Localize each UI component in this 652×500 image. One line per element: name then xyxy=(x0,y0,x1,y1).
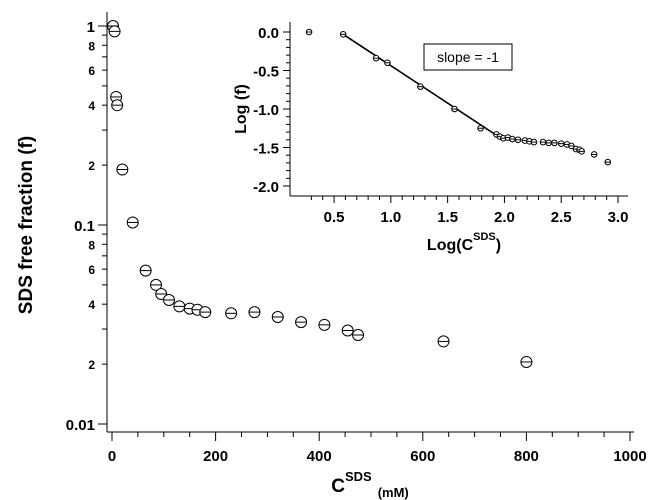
inset-data-point xyxy=(340,32,346,38)
x-tick-label: 0 xyxy=(108,448,116,465)
y-tick-label: 0.01 xyxy=(66,417,95,434)
x-axis-title-main: C xyxy=(331,476,345,497)
data-point xyxy=(342,325,353,336)
y-axis-title: SDS free fraction (f) xyxy=(16,136,37,314)
inset-data-point xyxy=(605,159,611,165)
y-minor-label: 2 xyxy=(88,358,95,372)
inset-y-tick-label: -1.0 xyxy=(253,102,279,119)
data-point xyxy=(140,265,151,276)
inset-x-tick-label: 2.5 xyxy=(551,209,572,226)
inset-x-tick-label: 1.5 xyxy=(437,209,458,226)
y-tick-label: 0.1 xyxy=(74,218,95,235)
inset-x-tick-label: 2.0 xyxy=(494,209,515,226)
inset-x-tick-label: 1.0 xyxy=(380,209,401,226)
inset-data-point xyxy=(452,106,458,112)
x-tick-label: 400 xyxy=(307,448,332,465)
data-point xyxy=(174,301,185,312)
inset-annotation-text: slope = -1 xyxy=(437,49,499,65)
inset-plot: 0.5 1.0 1.5 2.0 2.5 3.0 0.0 -0.5 -1.0 -1.5 -2.0 Log… xyxy=(233,22,628,254)
inset-y-tick-label: -0.5 xyxy=(253,64,279,81)
data-point xyxy=(353,330,364,341)
inset-data-point xyxy=(510,136,516,142)
inset-y-axis-title: Log (f) xyxy=(233,84,250,134)
inset-x-axis-title-main: Log(C xyxy=(427,237,474,254)
main-plot: 0 200 400 600 800 1000 0.01 0.1 1 2 4 6 8 2 4 6 8 SDS fre… xyxy=(16,12,647,500)
y-minor-label: 6 xyxy=(88,64,95,78)
inset-data-point xyxy=(515,137,521,143)
inset-data-point xyxy=(373,55,379,61)
data-point xyxy=(163,294,174,305)
x-axis-title-sup: SDS xyxy=(345,469,372,484)
data-point xyxy=(272,311,283,322)
inset-data-point xyxy=(591,152,597,158)
x-tick-label: 1000 xyxy=(613,448,646,465)
inset-x-axis-title-sup: SDS xyxy=(473,231,496,243)
data-point xyxy=(109,26,120,37)
data-point xyxy=(226,308,237,319)
inset-data-point xyxy=(306,29,312,35)
inset-data-point xyxy=(540,139,546,145)
data-point xyxy=(521,356,532,367)
inset-x-tick-label: 0.5 xyxy=(324,209,345,226)
x-tick-label: 200 xyxy=(203,448,228,465)
y-tick-label: 1 xyxy=(87,19,95,36)
x-tick-label: 600 xyxy=(410,448,435,465)
data-point xyxy=(249,307,260,318)
x-axis-title: CSDS (mM) xyxy=(331,469,409,500)
data-point xyxy=(296,317,307,328)
x-axis-title-unit: (mM) xyxy=(378,485,409,500)
inset-data-point xyxy=(478,125,484,131)
inset-x-tick-label: 3.0 xyxy=(608,209,629,226)
inset-data-point xyxy=(418,84,424,90)
inset-annotation: slope = -1 xyxy=(424,44,512,70)
data-point xyxy=(319,319,330,330)
inset-x-axis-title: Log(CSDS) xyxy=(427,231,501,254)
y-minor-label: 4 xyxy=(88,99,95,113)
inset-data-point xyxy=(531,139,537,145)
data-point xyxy=(200,307,211,318)
data-point xyxy=(438,336,449,347)
data-point xyxy=(112,100,123,111)
y-minor-label: 6 xyxy=(88,263,95,277)
inset-data-point xyxy=(558,141,564,147)
inset-data-point xyxy=(552,140,558,146)
inset-data-point xyxy=(579,149,585,155)
y-minor-label: 2 xyxy=(88,159,95,173)
inset-x-axis-title-tail: ) xyxy=(496,237,501,254)
inset-data-point xyxy=(385,60,391,66)
data-point xyxy=(127,217,138,228)
inset-data-point xyxy=(546,140,552,146)
y-minor-label: 8 xyxy=(88,39,95,53)
y-minor-label: 4 xyxy=(88,298,95,312)
data-point xyxy=(117,164,128,175)
inset-y-tick-label: -2.0 xyxy=(253,179,279,196)
y-minor-label: 8 xyxy=(88,238,95,252)
inset-y-tick-label: 0.0 xyxy=(258,25,279,42)
inset-y-tick-label: -1.5 xyxy=(253,141,279,158)
x-tick-label: 800 xyxy=(514,448,539,465)
